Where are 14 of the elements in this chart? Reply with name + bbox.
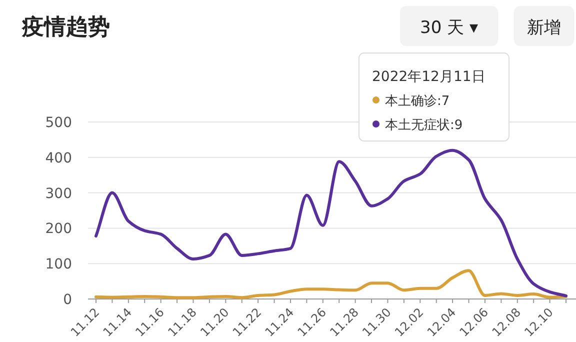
text: 本土确诊:7 bbox=[385, 94, 450, 109]
annotation: 本土无症状:9 bbox=[385, 118, 463, 133]
y-tick-label: 500 bbox=[45, 115, 72, 131]
y-tick-label: 0 bbox=[63, 292, 72, 308]
y-tick-label: 200 bbox=[45, 221, 72, 238]
text: 新增 bbox=[527, 18, 561, 38]
text: 2022年12月11日 bbox=[372, 69, 486, 85]
chart-title: 疫情趋势 bbox=[21, 15, 110, 40]
y-tick-label: 300 bbox=[45, 186, 72, 202]
y-tick-label: 400 bbox=[45, 150, 72, 166]
y-tick-label: 100 bbox=[45, 256, 72, 273]
line-series bbox=[94, 148, 568, 298]
text: 30 天 ▾ bbox=[420, 18, 478, 38]
line-series bbox=[94, 269, 568, 300]
